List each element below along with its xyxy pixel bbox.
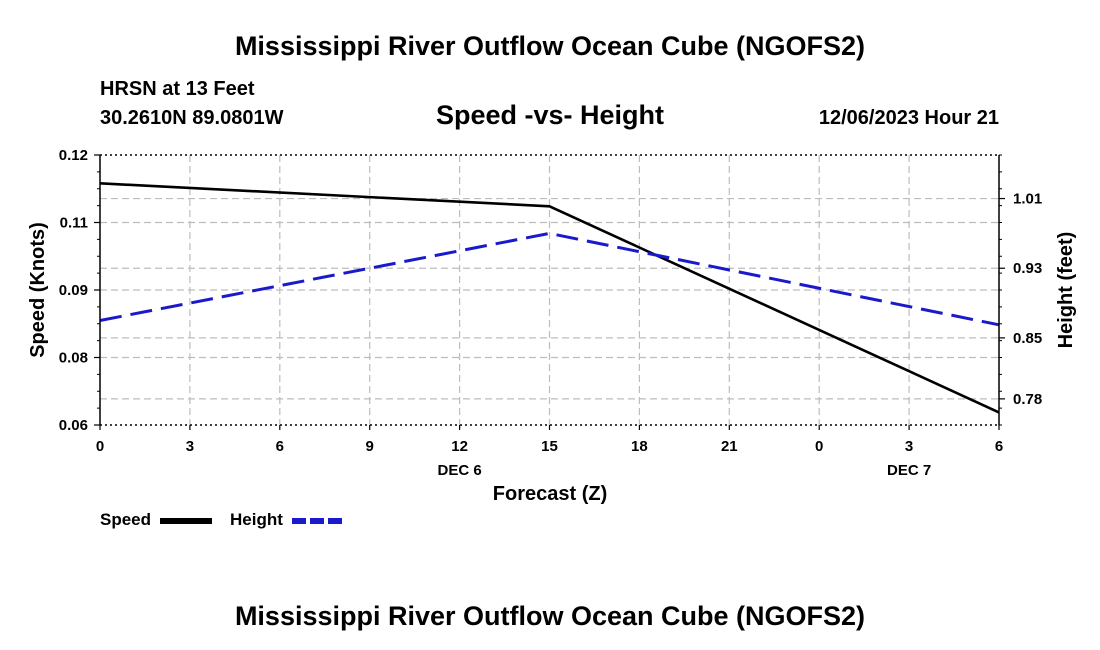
y-tick-label: 0.09 [59,282,88,299]
y2-tick-label: 0.93 [1013,260,1042,277]
legend-height-label: Height [230,510,283,529]
y-axis-label: Speed (Knots) [27,222,49,358]
chart-title: Speed -vs- Height [436,100,664,130]
x-axis-label: Forecast (Z) [493,483,607,505]
x-tick-label: 0 [815,438,823,455]
y2-tick-label: 0.85 [1013,330,1042,347]
series-layer [99,182,1000,414]
x-tick-label: 6 [995,438,1003,455]
timestamp-label: 12/06/2023 Hour 21 [819,107,999,129]
x-tick-label: 12 [451,438,468,455]
series-line-speed [99,182,1000,414]
x-tick-label: 6 [276,438,284,455]
station-label: HRSN at 13 Feet [100,78,255,100]
y-tick-label: 0.08 [59,350,88,367]
x-tick-label: 9 [366,438,374,455]
footer-title: Mississippi River Outflow Ocean Cube (NG… [235,601,865,631]
x-tick-label: 3 [186,438,194,455]
x-tick-label: 0 [96,438,104,455]
y2-tick-label: 1.01 [1013,191,1042,208]
ticks: 0 3 6 9 12 15 18 21 0 3 6 DEC 6 DEC 7 0.06 0.08 0.09 0.1… [59,147,1042,479]
y-tick-label: 0.06 [59,417,88,434]
y-tick-label: 0.11 [60,215,88,232]
legend-speed-label: Speed [100,510,151,529]
grid [100,155,999,425]
x-tick-label: 18 [631,438,648,455]
series-line-height [99,231,1000,327]
x-tick-label: 3 [905,438,913,455]
x-tick-label: 21 [721,438,738,455]
main-title: Mississippi River Outflow Ocean Cube (NG… [235,31,865,61]
y-tick-label: 0.12 [59,147,88,164]
y2-axis-label: Height (feet) [1055,232,1077,349]
date-label: DEC 6 [438,462,482,479]
y2-tick-label: 0.78 [1013,391,1042,408]
x-tick-label: 15 [541,438,558,455]
date-label: DEC 7 [887,462,931,479]
legend: Speed Height [100,510,342,529]
coords-label: 30.2610N 89.0801W [100,107,284,129]
